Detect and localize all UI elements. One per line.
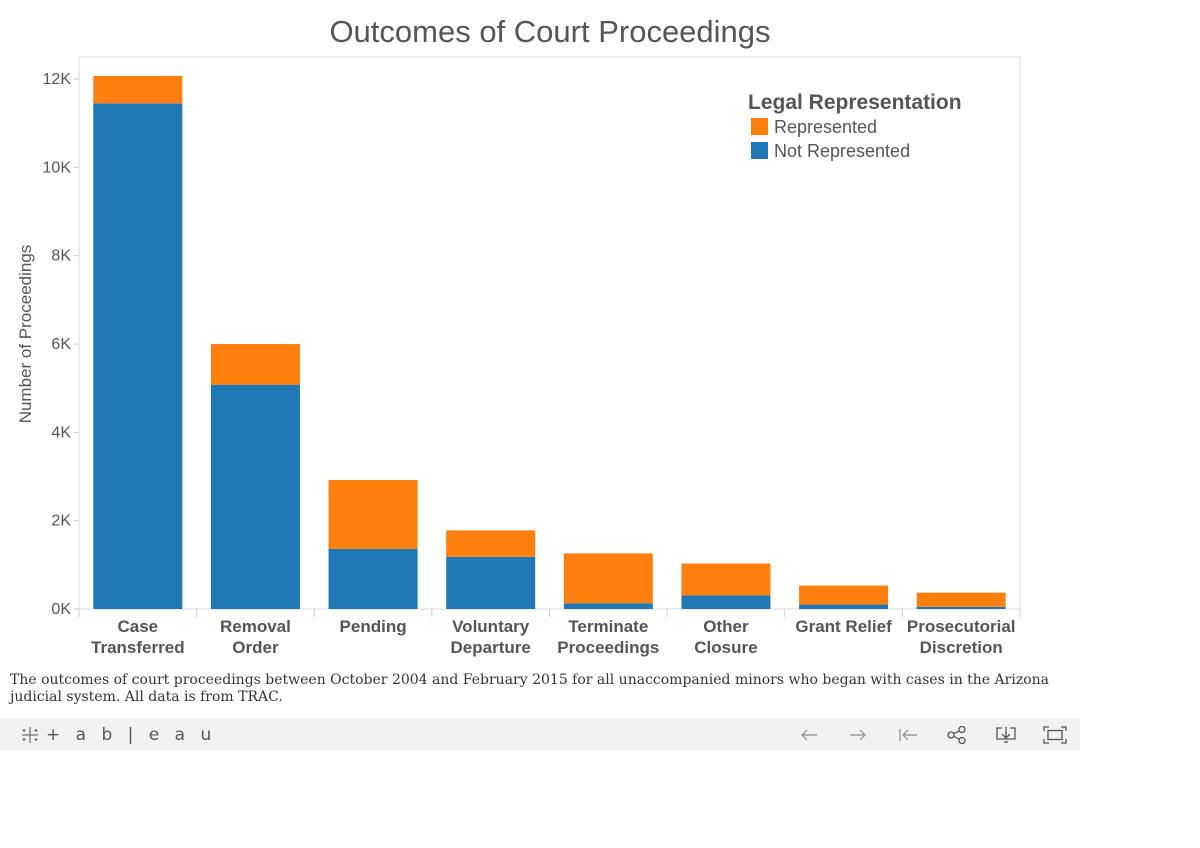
- y-tick-label: 10K: [43, 159, 72, 176]
- x-tick-label: Order: [232, 638, 279, 657]
- bar-not-represented: [563, 603, 653, 609]
- bar-not-represented: [328, 548, 418, 609]
- x-tick-label: Prosecutorial: [907, 617, 1016, 636]
- fullscreen-icon: [1043, 726, 1067, 744]
- redo-icon: [850, 729, 866, 741]
- x-tick-label: Closure: [694, 638, 757, 657]
- bar-not-represented: [93, 103, 183, 610]
- share-button[interactable]: [944, 722, 970, 748]
- legend-label: Represented: [774, 117, 877, 137]
- tableau-cross-icon: [22, 727, 38, 743]
- y-tick-label: 6K: [51, 336, 71, 353]
- bar-represented: [93, 75, 183, 104]
- x-tick-label: Transferred: [91, 638, 185, 657]
- x-tick-label: Pending: [340, 617, 407, 636]
- bar-represented: [446, 530, 536, 557]
- bar-not-represented: [916, 606, 1006, 609]
- x-tick-label: Departure: [451, 638, 531, 657]
- y-axis-label: Number of Proceedings: [16, 245, 35, 424]
- x-tick-label: Removal: [220, 617, 291, 636]
- bar-represented: [916, 592, 1006, 607]
- download-button[interactable]: [993, 722, 1019, 748]
- y-tick-label: 8K: [51, 248, 71, 265]
- y-tick-label: 12K: [43, 71, 72, 88]
- bar-not-represented: [681, 595, 771, 609]
- legend-title: Legal Representation: [748, 91, 962, 114]
- bar-represented: [210, 344, 300, 385]
- x-tick-label: Terminate: [568, 617, 648, 636]
- legend-swatch: [751, 142, 768, 159]
- tableau-logo[interactable]: + a b | e a u: [20, 724, 216, 746]
- redo-button[interactable]: [845, 722, 871, 748]
- x-tick-label: Voluntary: [452, 617, 530, 636]
- download-icon: [996, 727, 1016, 743]
- chart-title: Outcomes of Court Proceedings: [329, 14, 771, 49]
- x-tick-label: Discretion: [920, 638, 1003, 657]
- bar-represented: [328, 480, 418, 549]
- bar-not-represented: [210, 384, 300, 609]
- caption-text: The outcomes of court proceedings betwee…: [10, 672, 1049, 705]
- x-tick-label: Other: [703, 617, 749, 636]
- revert-icon: [899, 729, 917, 741]
- y-tick-label: 4K: [51, 424, 71, 441]
- x-tick-label: Proceedings: [557, 638, 659, 657]
- undo-button[interactable]: [796, 722, 822, 748]
- tableau-wordmark: + a b | e a u: [46, 725, 217, 745]
- y-tick-label: 2K: [51, 513, 71, 530]
- legend-label: Not Represented: [774, 141, 910, 161]
- bar-represented: [681, 563, 771, 596]
- share-icon: [947, 726, 966, 744]
- undo-icon: [801, 729, 817, 741]
- x-tick-label: Case: [117, 617, 158, 636]
- tableau-toolbar: + a b | e a u: [0, 718, 1080, 751]
- bar-represented: [799, 585, 889, 605]
- legend-swatch: [751, 118, 768, 135]
- y-tick-label: 0K: [51, 601, 71, 618]
- bar-represented: [563, 553, 653, 604]
- revert-button[interactable]: [895, 722, 921, 748]
- fullscreen-button[interactable]: [1042, 722, 1068, 748]
- bar-not-represented: [446, 556, 536, 609]
- chart-plot: 0K 2K 4K 6K 8K 10K 12K Number of Proceedings Cas…: [16, 56, 1021, 657]
- bar-not-represented: [799, 604, 889, 609]
- x-tick-label: Grant Relief: [795, 617, 892, 636]
- tableau-viz: Outcomes of Court Proceedings 0K 2K 4K 6K 8K…: [0, 14, 1080, 751]
